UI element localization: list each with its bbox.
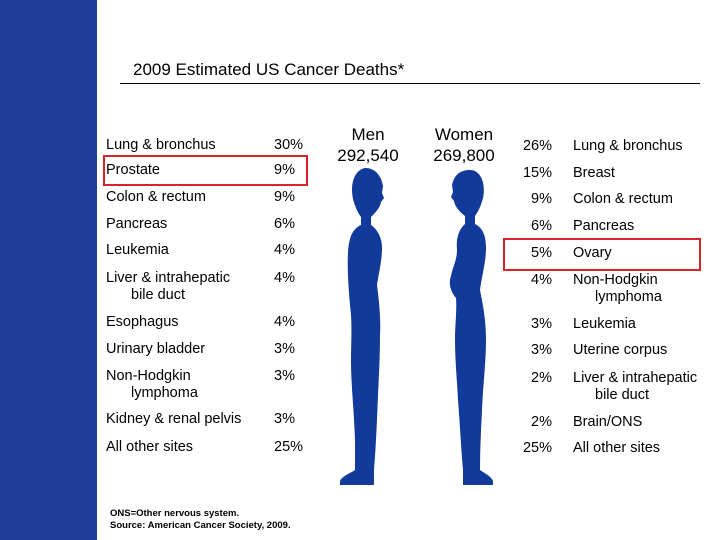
women-site-label: Liver & intrahepatic bile duct (573, 370, 698, 403)
female-silhouette-icon (449, 170, 493, 485)
men-header-label: Men (351, 125, 385, 144)
women-percent: 26% (522, 138, 552, 154)
men-percent: 3% (274, 368, 295, 384)
men-percent: 4% (274, 314, 295, 330)
title-underline (120, 83, 700, 84)
men-percent: 3% (274, 341, 295, 357)
women-percent: 3% (531, 316, 552, 332)
men-percent: 4% (274, 270, 295, 286)
men-percent: 9% (274, 189, 295, 205)
footnote: ONS=Other nervous system. Source: Americ… (110, 508, 291, 532)
women-highlight-box (503, 238, 701, 271)
women-percent: 15% (522, 165, 552, 181)
women-site-label: Leukemia (573, 316, 636, 332)
men-site-label: Leukemia (106, 242, 169, 258)
women-percent: 5% (531, 245, 552, 261)
male-silhouette-icon (340, 168, 384, 485)
women-percent: 25% (522, 440, 552, 456)
footnote-source: Source: American Cancer Society, 2009. (110, 520, 291, 531)
women-site-label: Non-Hodgkin lymphoma (573, 272, 662, 305)
women-percent: 9% (531, 191, 552, 207)
men-site-label: Lung & bronchus (106, 137, 216, 153)
men-site-label: Kidney & renal pelvis (106, 411, 242, 427)
women-header: Women 269,800 (418, 124, 510, 166)
footnote-abbreviation: ONS=Other nervous system. (110, 508, 240, 519)
men-percent: 6% (274, 216, 295, 232)
men-highlight-box (103, 155, 308, 186)
women-site-label: Colon & rectum (573, 191, 673, 207)
women-percent: 6% (531, 218, 552, 234)
women-percent: 2% (531, 370, 552, 386)
women-header-total: 269,800 (433, 146, 495, 165)
men-percent: 4% (274, 242, 295, 258)
women-site-label: All other sites (573, 440, 661, 456)
women-percent: 4% (531, 272, 552, 288)
women-site-label: Ovary (573, 245, 612, 261)
women-site-label: Uterine corpus (573, 342, 668, 358)
page-title: 2009 Estimated US Cancer Deaths* (133, 60, 405, 79)
men-site-label: Esophagus (106, 314, 179, 330)
women-site-label: Brain/ONS (573, 414, 643, 430)
left-accent-bar (0, 0, 97, 540)
women-site-label: Lung & bronchus (573, 138, 683, 154)
men-site-label: Colon & rectum (106, 189, 206, 205)
women-site-label: Breast (573, 165, 615, 181)
men-percent: 25% (274, 439, 304, 455)
men-site-label: All other sites (106, 439, 194, 455)
women-site-label: Pancreas (573, 218, 635, 234)
men-site-label: Pancreas (106, 216, 168, 232)
men-percent: 9% (274, 162, 295, 178)
men-site-label: Non-Hodgkin lymphoma (106, 368, 198, 401)
men-site-label: Urinary bladder (106, 341, 206, 357)
men-percent: 30% (274, 137, 304, 153)
women-percent: 3% (531, 342, 552, 358)
men-header: Men 292,540 (323, 124, 413, 166)
men-site-label: Liver & intrahepatic bile duct (106, 270, 231, 303)
women-header-label: Women (434, 125, 494, 144)
men-site-label: Prostate (106, 162, 160, 178)
men-header-total: 292,540 (337, 146, 399, 165)
women-percent: 2% (531, 414, 552, 430)
men-percent: 3% (274, 411, 295, 427)
